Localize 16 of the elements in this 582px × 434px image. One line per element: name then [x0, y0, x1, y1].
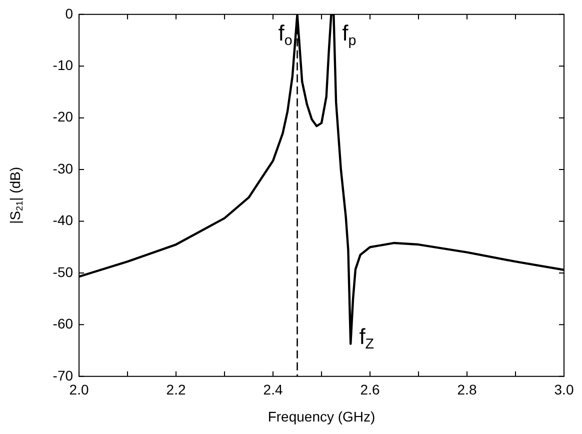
x-tick-label: 3.0	[554, 382, 574, 398]
x-axis-title: Frequency (GHz)	[268, 408, 376, 424]
x-tick-label: 2.8	[457, 382, 477, 398]
y-tick-label: -70	[52, 367, 74, 384]
y-tick-label: -40	[52, 212, 74, 228]
y-tick-label: 0	[65, 5, 74, 22]
x-tick-label: 2.0	[69, 382, 89, 398]
y-tick-label: -10	[52, 56, 74, 73]
x-tick-label: 2.4	[263, 382, 283, 398]
x-tick-label: 2.2	[166, 382, 186, 398]
y-tick-label: -50	[52, 264, 74, 280]
y-tick-label: -20	[52, 108, 74, 125]
x-tick-label: 2.6	[360, 382, 380, 398]
y-tick-label: -30	[52, 160, 74, 176]
y-tick-label: -60	[52, 316, 74, 332]
y-axis-title: |S21| (dB)	[6, 166, 25, 224]
